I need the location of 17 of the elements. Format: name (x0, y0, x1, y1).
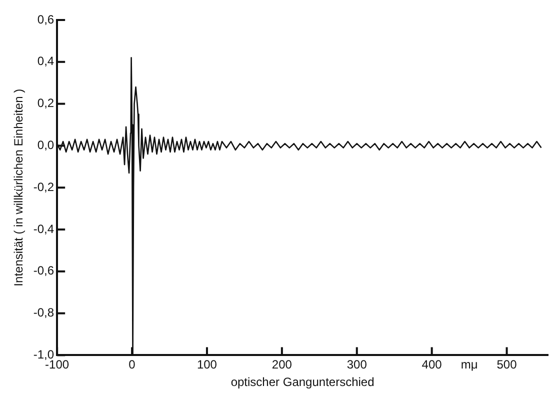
x-tick-label: 100 (196, 358, 218, 372)
x-tick-label: 0 (128, 358, 136, 372)
text: mμ (460, 358, 478, 372)
x-tick-label: 300 (346, 358, 368, 372)
y-tick-label: 0,6 (37, 12, 54, 26)
y-axis-title: Intensität ( in willkürlichen Einheiten ) (12, 88, 26, 286)
y-tick-label: -0,2 (33, 180, 54, 194)
y-tick-label: 0,0 (37, 138, 54, 152)
y-tick-label: 0,4 (37, 54, 54, 68)
x-tick-label: 400 (422, 358, 442, 372)
y-tick-label: -0,4 (33, 222, 54, 236)
x-tick-label: 200 (272, 358, 292, 372)
x-tick-label: 500 (496, 358, 518, 372)
y-tick-label: 0,2 (37, 96, 54, 110)
x-axis-title: optischer Gangunterschied (230, 375, 374, 390)
y-tick-label: -0,8 (33, 306, 54, 320)
y-tick-label: -0,6 (33, 264, 54, 278)
